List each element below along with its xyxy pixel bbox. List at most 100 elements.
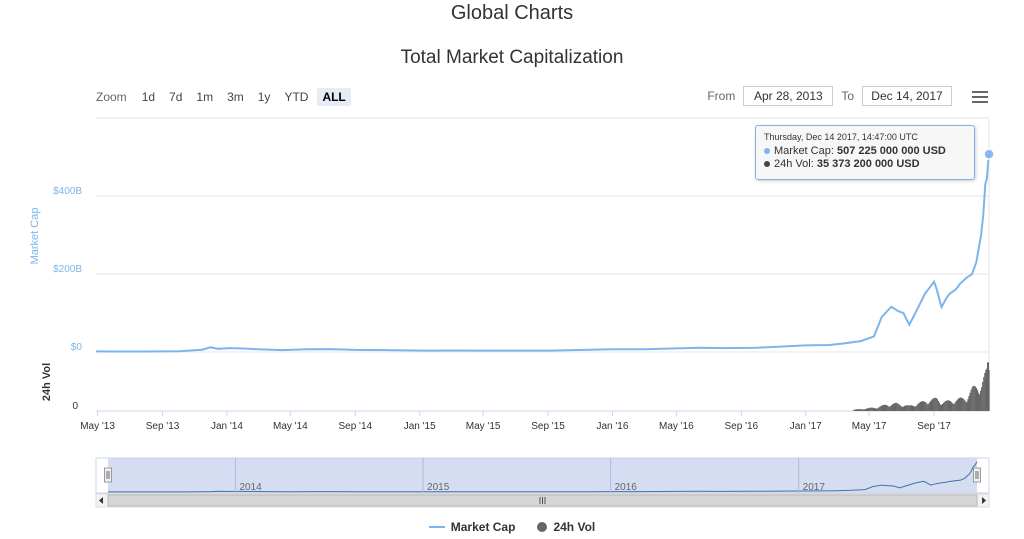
volume-bar — [889, 406, 891, 411]
x-tick-label: Jan '14 — [211, 421, 243, 432]
volume-bar — [908, 405, 910, 411]
volume-bar — [917, 403, 919, 411]
volume-bar — [939, 404, 942, 411]
x-tick-label: May '15 — [466, 421, 501, 432]
dot-swatch-icon — [537, 522, 548, 532]
volume-bar — [918, 402, 920, 411]
handle-body — [973, 467, 981, 483]
volume-bar — [902, 406, 905, 411]
volume-bar — [969, 392, 971, 411]
volume-bar — [927, 404, 929, 411]
volume-bar — [894, 402, 896, 411]
volume-bar — [938, 402, 941, 411]
volume-bar — [888, 406, 890, 411]
zoom-1m-button[interactable]: 1m — [196, 90, 214, 104]
volume-bar — [977, 392, 980, 411]
legend-item-market-cap[interactable]: Market Cap — [428, 520, 515, 534]
volume-tick-label: 0 — [72, 401, 78, 412]
volume-bar — [880, 405, 882, 411]
volume-bar — [901, 407, 904, 411]
tooltip-mcap-value: 507 225 000 000 USD — [836, 145, 946, 157]
grid-layer — [96, 117, 990, 412]
market-cap-dot-icon — [764, 148, 770, 155]
volume-bar — [950, 401, 952, 411]
tooltip-market-cap-row: Market Cap: 507 225 000 000 USD — [764, 145, 966, 158]
volume-bar — [982, 382, 984, 411]
volume-bar — [855, 409, 857, 411]
volume-bar — [966, 402, 968, 411]
chart-title: Total Market Capitalization — [400, 47, 624, 68]
volume-bar — [957, 398, 960, 411]
volume-bar — [863, 409, 866, 411]
zoom-1y-button[interactable]: 1y — [257, 90, 271, 104]
volume-bar — [857, 409, 859, 411]
volume-bar — [968, 396, 970, 411]
volume-bar — [922, 401, 925, 411]
volume-bar — [877, 407, 879, 411]
hamburger-menu-icon[interactable] — [972, 91, 988, 106]
x-tick-label: Sep '14 — [338, 421, 372, 432]
volume-bar — [964, 400, 966, 411]
volume-bar — [858, 409, 860, 411]
scrollbar[interactable] — [95, 493, 990, 508]
volume-bar — [949, 400, 951, 411]
volume-bar — [965, 401, 967, 411]
zoom-7d-button[interactable]: 7d — [169, 90, 183, 104]
scroll-left-arrow-icon — [99, 497, 103, 504]
volume-bar — [948, 400, 950, 411]
from-label: From — [707, 89, 736, 103]
zoom-label: Zoom — [96, 90, 127, 104]
volume-bar — [921, 401, 924, 411]
volume-bar — [886, 405, 888, 411]
navigator-left-handle[interactable] — [104, 467, 112, 483]
navigator-year-label: 2015 — [427, 482, 450, 493]
volume-bar — [958, 397, 961, 411]
volume-bar — [934, 397, 936, 411]
volume-bar — [874, 408, 876, 411]
zoom-all-button[interactable]: ALL — [317, 88, 351, 106]
from-date-input[interactable] — [743, 86, 834, 106]
to-date-input[interactable] — [862, 86, 952, 106]
volume-bar — [907, 405, 909, 411]
volume-bar — [910, 405, 912, 411]
tooltip-vol-label: 24h Vol: — [774, 158, 814, 170]
volume-bar — [952, 403, 954, 411]
volume-bar — [940, 404, 943, 411]
volume-bar — [962, 398, 964, 411]
volume-bar — [963, 399, 965, 411]
zoom-1d-button[interactable]: 1d — [141, 90, 156, 104]
volume-bar — [879, 406, 881, 411]
volume-bar — [984, 372, 986, 411]
volume-bar — [947, 400, 949, 411]
volume-bar — [930, 400, 932, 411]
volume-bar — [928, 403, 930, 411]
volume-bar — [937, 400, 939, 411]
volume-bar — [893, 403, 895, 411]
volume-bar — [932, 398, 934, 411]
volume-bar — [935, 397, 937, 411]
navigator-right-handle[interactable] — [973, 467, 981, 483]
volume-bar — [853, 409, 855, 411]
volume-bar — [955, 400, 957, 411]
zoom-ytd-button[interactable]: YTD — [284, 90, 309, 104]
volume-bar — [926, 403, 928, 411]
navigator-selection — [108, 458, 977, 493]
navigator-year-label: 2014 — [239, 482, 262, 493]
zoom-3m-button[interactable]: 3m — [227, 90, 244, 104]
volume-bar — [895, 402, 897, 411]
scroll-right-arrow-icon — [982, 497, 986, 504]
y-axis-label: Market Cap — [29, 208, 41, 265]
volume-bar — [956, 399, 958, 411]
volume-bar — [871, 407, 873, 411]
volume-bar — [981, 387, 983, 411]
volume-bar — [881, 405, 883, 411]
tooltip: Thursday, Dec 14 2017, 14:47:00 UTC Mark… — [755, 125, 975, 180]
legend: Market Cap 24h Vol — [0, 520, 1024, 534]
volume-bar — [975, 388, 977, 411]
volume-bar — [876, 408, 878, 411]
volume-bar — [913, 406, 915, 411]
legend-item-volume[interactable]: 24h Vol — [537, 520, 595, 534]
volume-axis-label: 24h Vol — [41, 363, 53, 401]
volume-bar — [864, 408, 867, 411]
x-tick-label: May '17 — [852, 421, 887, 432]
